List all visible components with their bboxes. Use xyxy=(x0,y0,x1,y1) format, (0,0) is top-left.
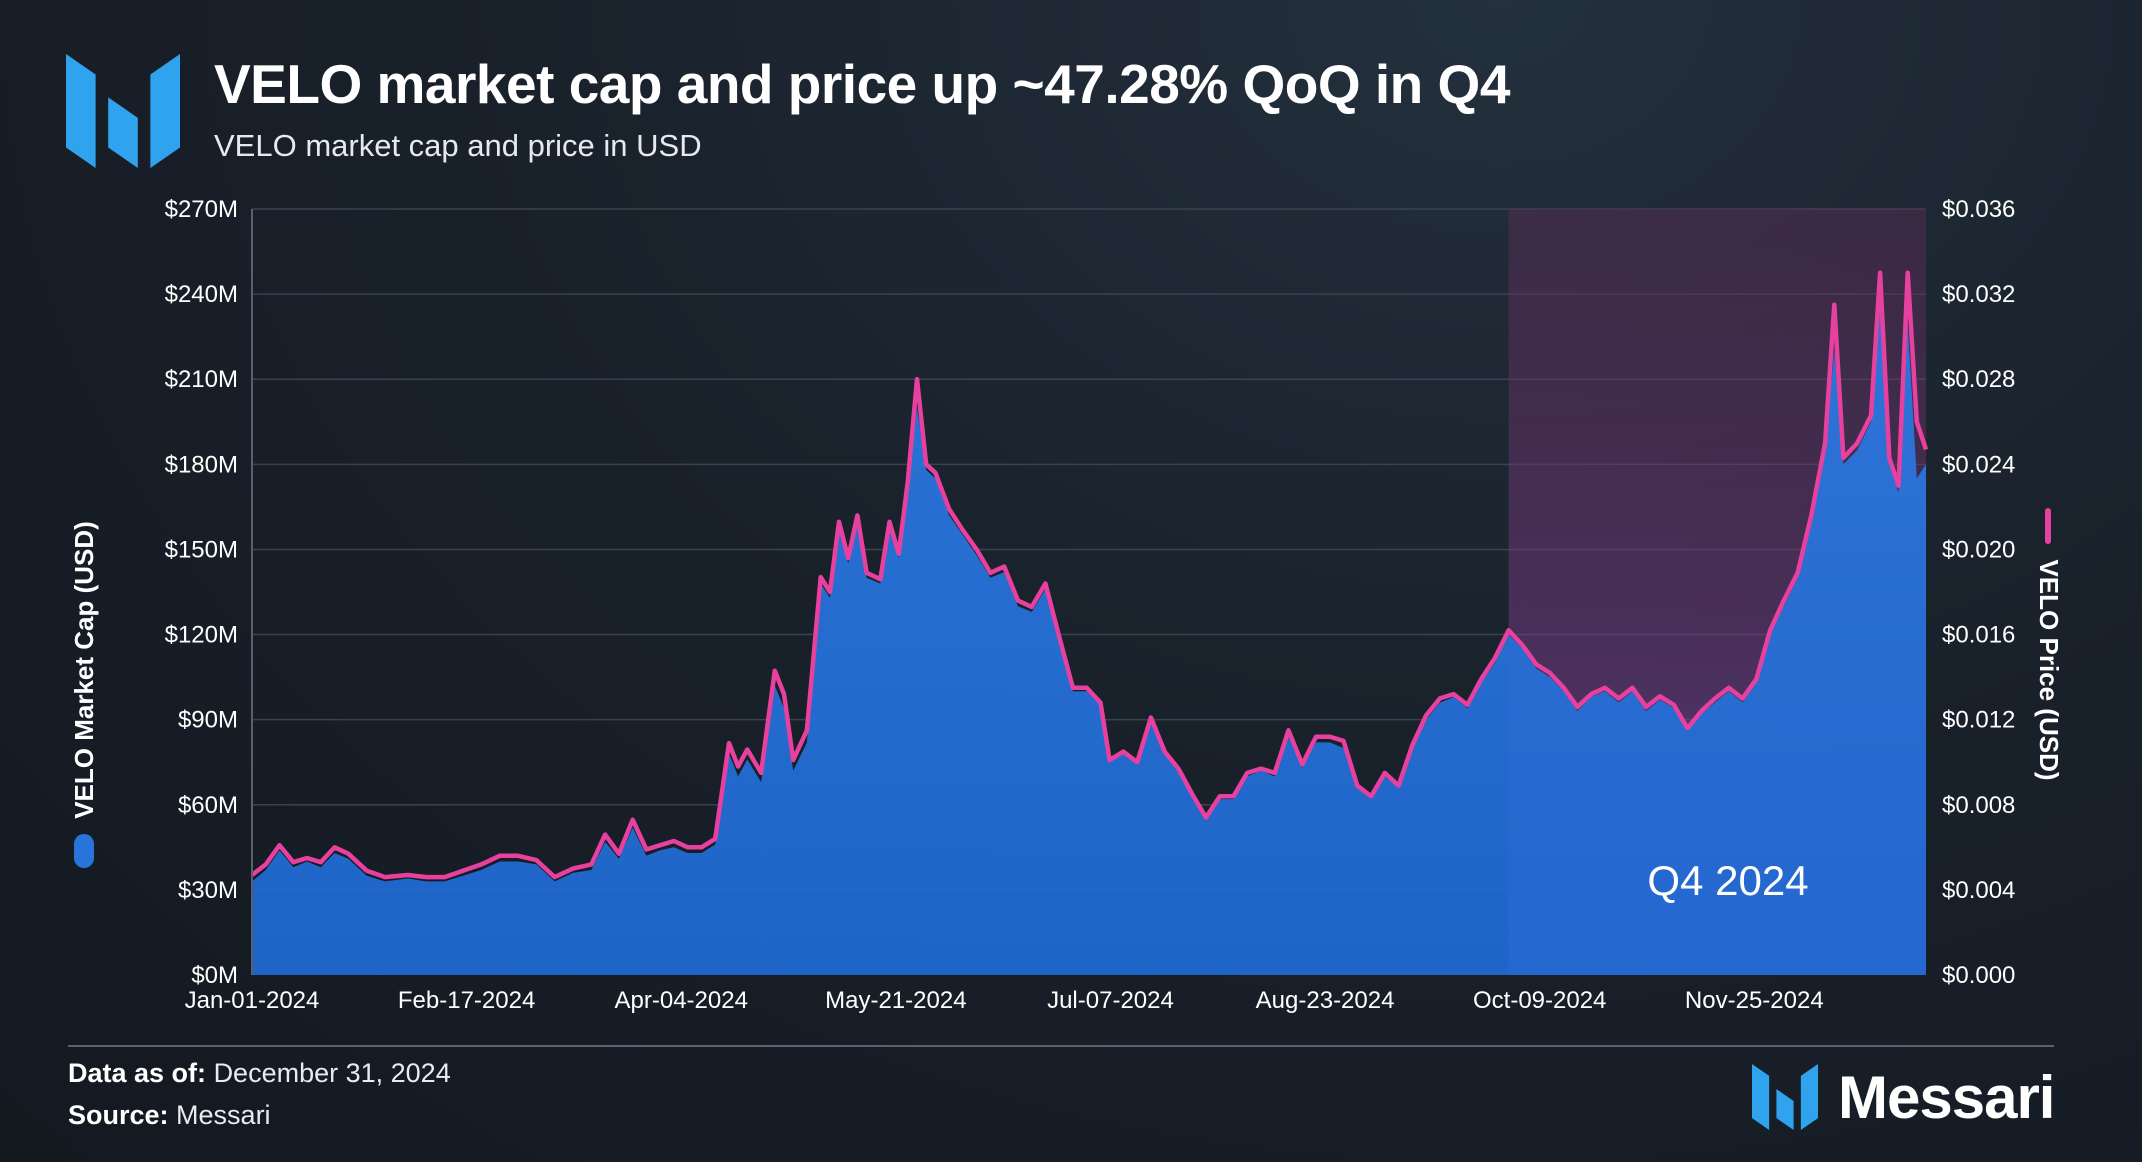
source-label: Source: xyxy=(68,1100,169,1130)
y-left-tick-label: $90M xyxy=(178,707,238,734)
y-right-tick-label: $0.028 xyxy=(1942,366,2015,393)
y-left-tick-label: $120M xyxy=(165,622,238,649)
y-left-tick-label: $210M xyxy=(165,366,238,393)
q4-label: Q4 2024 xyxy=(1647,857,1808,904)
y-right-tick-label: $0.012 xyxy=(1942,707,2015,734)
page-subtitle: VELO market cap and price in USD xyxy=(214,128,702,163)
y-right-tick-label: $0.016 xyxy=(1942,622,2015,649)
x-tick-label: Jan-01-2024 xyxy=(185,987,320,1014)
axis-layer: $0M $0.000 $30M $0.004 $60M $0.008 $90M $0.012 $… xyxy=(69,196,2064,1014)
market-cap-legend-marker xyxy=(74,834,94,868)
y-right-tick-label: $0.036 xyxy=(1942,196,2015,223)
y-right-tick-label: $0.032 xyxy=(1942,281,2015,308)
y-left-axis-title: VELO Market Cap (USD) xyxy=(69,521,99,819)
y-left-tick-label: $60M xyxy=(178,792,238,819)
data-as-of-label: Data as of: xyxy=(68,1058,207,1088)
y-left-tick-label: $0M xyxy=(191,962,238,989)
x-tick-label: Feb-17-2024 xyxy=(398,987,535,1014)
y-left-tick-label: $270M xyxy=(165,196,238,223)
y-left-tick-label: $150M xyxy=(165,536,238,563)
y-right-tick-label: $0.020 xyxy=(1942,536,2015,563)
page-title: VELO market cap and price up ~47.28% QoQ… xyxy=(214,53,1510,115)
messari-logo-icon xyxy=(66,54,180,168)
x-tick-label: Aug-23-2024 xyxy=(1256,987,1395,1014)
x-tick-label: Jul-07-2024 xyxy=(1047,987,1174,1014)
price-legend-marker xyxy=(2045,508,2051,544)
price-line xyxy=(250,270,1929,880)
series-layer xyxy=(250,270,1929,976)
brand-lockup: Messari xyxy=(1752,1063,2055,1131)
footer-divider xyxy=(68,1045,2054,1047)
y-left-tick-label: $240M xyxy=(165,281,238,308)
x-tick-label: May-21-2024 xyxy=(825,987,966,1014)
x-tick-label: Nov-25-2024 xyxy=(1685,987,1824,1014)
messari-brand-icon xyxy=(1752,1064,1818,1130)
source: Source: Messari xyxy=(68,1100,271,1131)
y-left-tick-label: $180M xyxy=(165,451,238,478)
source-value: Messari xyxy=(176,1100,271,1130)
data-as-of-value: December 31, 2024 xyxy=(213,1058,451,1088)
x-tick-label: Oct-09-2024 xyxy=(1473,987,1606,1014)
y-right-axis-title: VELO Price (USD) xyxy=(2034,559,2064,780)
market-cap-price-chart: $0M $0.000 $30M $0.004 $60M $0.008 $90M $0.012 $… xyxy=(69,196,2064,1014)
market-cap-area xyxy=(252,294,1926,976)
y-left-tick-label: $30M xyxy=(178,877,238,904)
y-right-tick-label: $0.004 xyxy=(1942,877,2015,904)
x-tick-label: Apr-04-2024 xyxy=(615,987,748,1014)
brand-name: Messari xyxy=(1838,1063,2055,1131)
y-right-tick-label: $0.024 xyxy=(1942,451,2015,478)
y-right-tick-label: $0.000 xyxy=(1942,962,2015,989)
y-right-tick-label: $0.008 xyxy=(1942,792,2015,819)
data-as-of: Data as of: December 31, 2024 xyxy=(68,1058,451,1089)
